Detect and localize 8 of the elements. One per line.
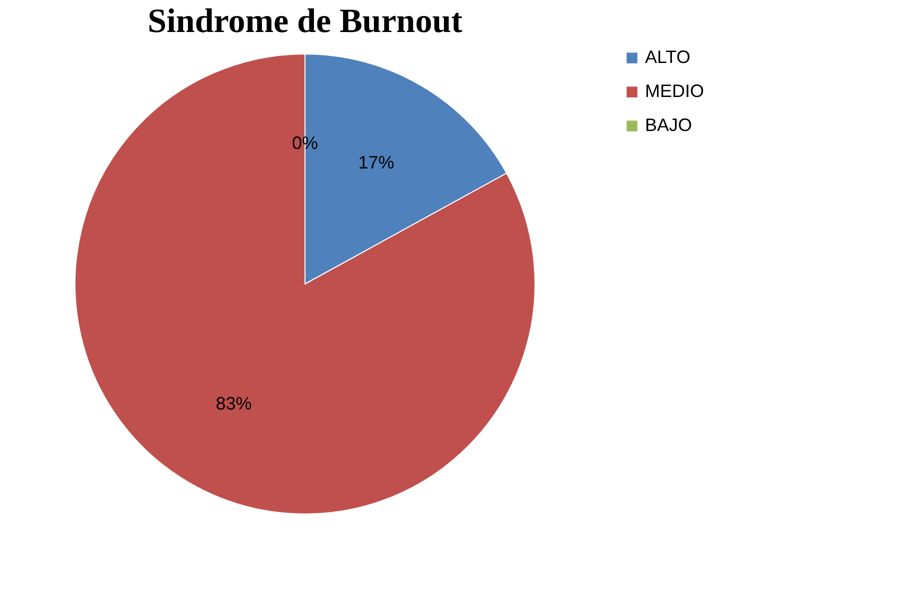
legend-label: MEDIO [645,81,704,101]
data-label: 17% [358,152,394,172]
legend-label: ALTO [645,47,690,67]
legend-label: BAJO [645,115,692,135]
data-label: 83% [216,394,252,414]
text: 0% [292,133,318,153]
pie-slice [74,54,536,514]
chart-title: Sindrome de Burnout [148,3,464,40]
